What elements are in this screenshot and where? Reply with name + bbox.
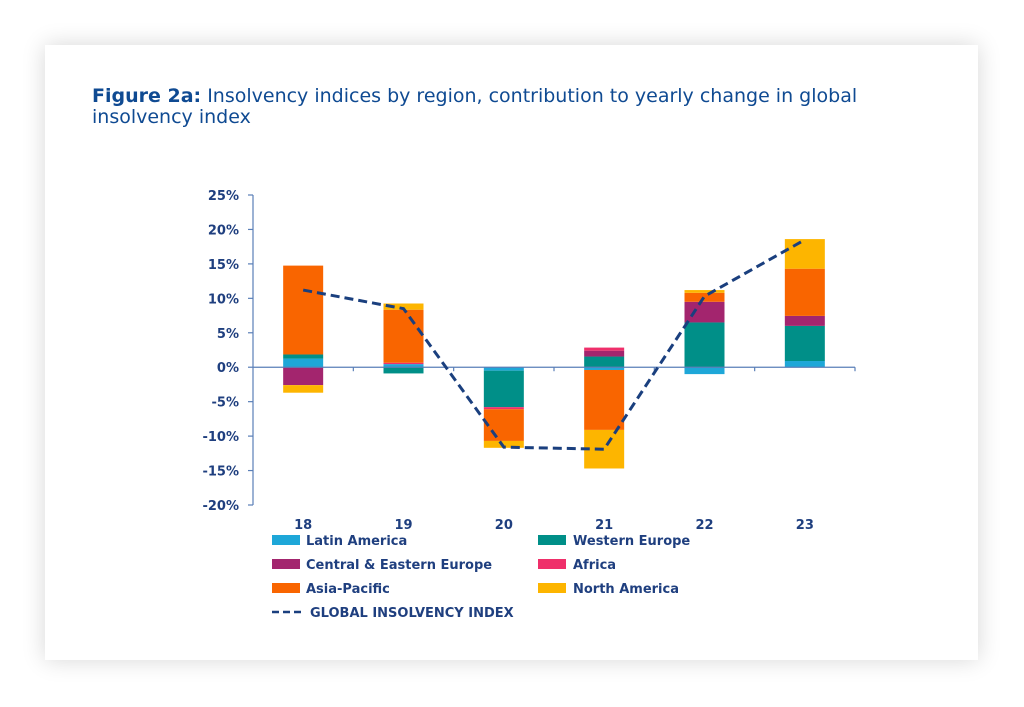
bar-segment [283,265,324,355]
y-tick-label: 10% [208,292,239,307]
legend-swatch [272,559,300,569]
bar-segment [684,301,725,323]
bar-segment [684,367,725,375]
y-tick-label: 5% [217,327,239,342]
y-tick-label: -5% [212,396,239,411]
legend-swatch [538,559,566,569]
legend-label: GLOBAL INSOLVENCY INDEX [310,606,514,621]
global-index-line [302,238,806,451]
legend-label: Western Europe [573,534,690,549]
x-tick-label: 23 [796,518,814,533]
bar-segment [483,407,524,410]
bar-segment [584,350,625,357]
bar-segment [383,367,424,374]
bar-segment [584,347,625,351]
figure-label: Figure 2a: [92,85,202,107]
bar-segment [283,367,324,386]
bar-segment [684,290,725,293]
bar-segment [784,239,825,269]
y-tick-label: 25% [208,189,239,204]
bar-segment [584,356,625,368]
x-tick-label: 22 [695,518,713,533]
y-tick-label: -20% [202,499,239,514]
bar-segment [584,367,625,370]
bar-segment [283,358,324,368]
legend-label: North America [573,582,679,597]
bar-segment [684,292,725,302]
legend-swatch [272,583,300,593]
x-tick-label: 19 [394,518,412,533]
y-tick-label: 20% [208,223,239,238]
y-tick-label: 15% [208,258,239,273]
bar-segment [483,440,524,448]
legend-label: Asia-Pacific [306,582,390,597]
bar-segment [784,325,825,362]
legend-label: Latin America [306,534,407,549]
title-text: Insolvency indices by region, contributi… [92,85,858,128]
bar-segment [483,409,524,441]
legend-swatch [538,535,566,545]
x-tick-label: 20 [495,518,513,533]
bar-segment [684,322,725,368]
bar-segment [383,309,424,363]
chart-title: Figure 2a: Insolvency indices by region,… [92,86,952,128]
legend-swatch [538,583,566,593]
bar-segment [383,303,424,310]
x-tick-label: 18 [294,518,312,533]
bar-segment [584,369,625,430]
bar-segment [784,268,825,316]
bar-segment [483,367,524,371]
y-tick-label: 0% [217,361,239,376]
bar-segment [784,361,825,368]
legend-swatch [272,535,300,545]
bar-segment [784,315,825,326]
x-tick-label: 21 [595,518,613,533]
legend-label: Central & Eastern Europe [306,558,492,573]
bar-segment [383,364,424,368]
y-tick-label: -15% [202,465,239,480]
y-tick-label: -10% [202,430,239,445]
bar-segment [283,354,324,359]
bar-segment [283,385,324,393]
bar-segment [584,429,625,469]
bar-segment [383,362,424,365]
legend-label: Africa [573,558,616,573]
bar-segment [483,370,524,408]
